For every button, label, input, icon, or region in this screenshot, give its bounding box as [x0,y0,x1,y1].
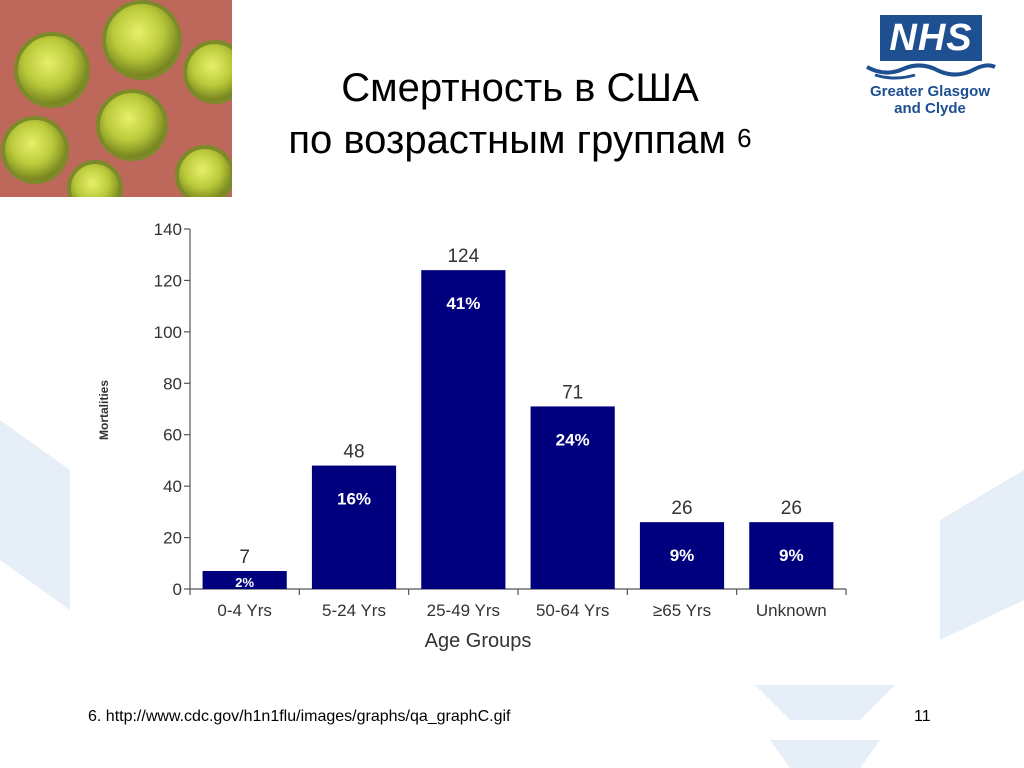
x-tick-label: 5-24 Yrs [322,601,386,620]
y-tick-label: 40 [163,477,182,496]
bar-value-label: 7 [239,547,250,568]
footnote-ref: 6 [737,123,752,153]
x-tick-label: ≥65 Yrs [653,601,711,620]
bar [311,465,397,589]
y-tick-label: 20 [163,529,182,548]
y-tick-label: 120 [154,271,182,290]
bar-percent-label: 24% [556,430,590,449]
y-tick-label: 60 [163,426,182,445]
nhs-subtitle-line1: Greater Glasgow [869,83,991,100]
slide-title-line1: Смертность в США [341,66,699,110]
bar-value-label: 48 [343,442,364,463]
nhs-logo: NHS Greater Glasgow and Clyde [855,15,1005,125]
nhs-wave-icon [866,63,996,80]
bar [530,406,615,589]
bar-value-label: 124 [447,246,479,267]
y-axis-label: Mortalities [97,380,111,440]
nhs-subtitle-line2: and Clyde [894,100,966,117]
nhs-wordmark: NHS [880,15,982,61]
bar [421,270,506,589]
bar-percent-label: 16% [337,490,371,509]
y-tick-label: 80 [163,374,182,393]
bar-percent-label: 9% [779,546,804,565]
x-tick-label: 50-64 Yrs [536,601,609,620]
slide-title: Смертность в США по возрастным группам 6 [230,62,810,166]
bar-percent-label: 41% [446,294,480,313]
slide-title-line2-text: по возрастным группам [288,118,727,162]
x-tick-label: 25-49 Yrs [427,601,500,620]
bar-value-label: 71 [562,382,583,403]
bar-value-label: 26 [671,498,692,519]
bar [639,522,725,589]
slide-title-line2: по возрастным группам 6 [230,114,810,166]
x-tick-label: Unknown [756,601,827,620]
virus-micrograph-image [0,0,232,197]
slide-number: 11 [914,708,931,725]
y-tick-label: 0 [173,580,182,599]
x-tick-label: 0-4 Yrs [217,601,272,620]
bar [749,522,834,589]
x-axis-label: Age Groups [425,630,532,652]
bar [202,571,287,589]
y-tick-label: 100 [154,323,182,342]
y-tick-label: 140 [154,220,182,239]
bar-percent-label: 9% [670,546,695,565]
nhs-wordmark-text: NHS [889,17,973,59]
bar-percent-label: 2% [235,575,254,590]
footnote-source: 6. http://www.cdc.gov/h1n1flu/images/gra… [88,708,511,725]
nhs-subtitle: Greater Glasgow and Clyde [855,83,1005,117]
bar-value-label: 26 [781,498,802,519]
